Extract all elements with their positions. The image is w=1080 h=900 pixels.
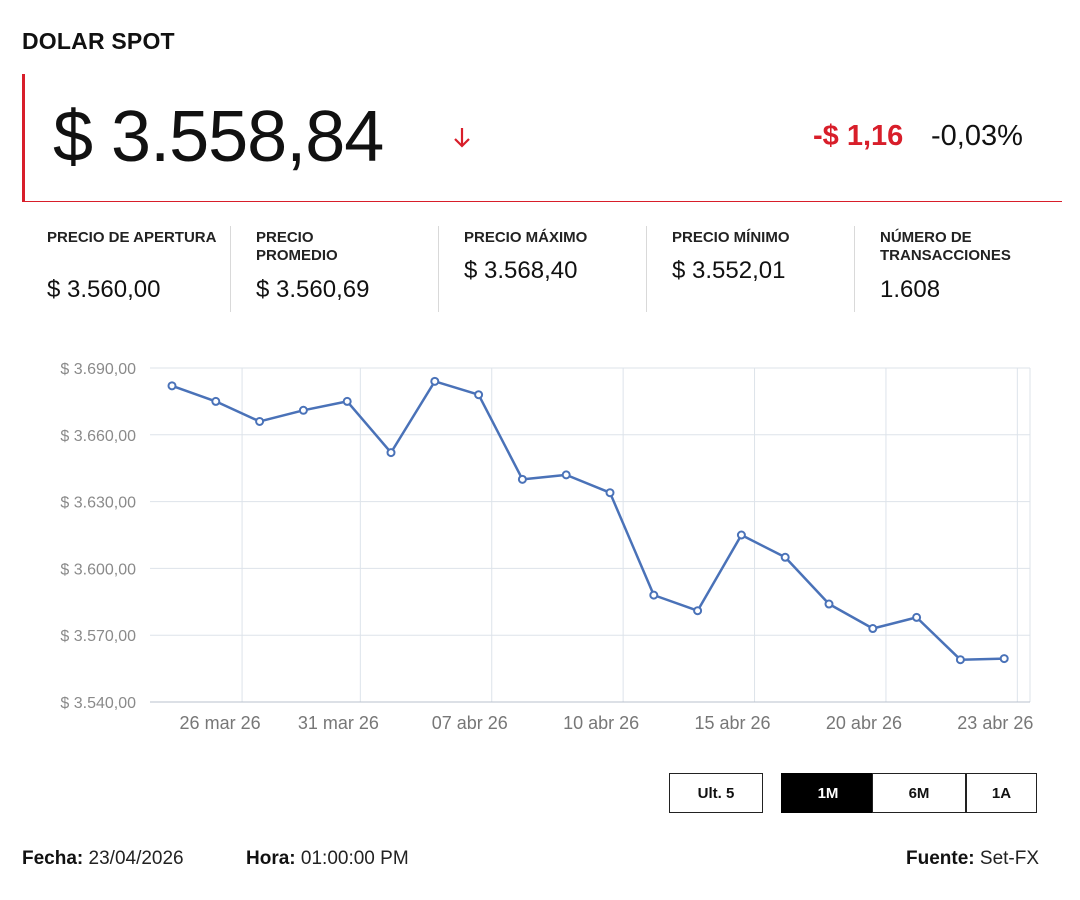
stat-label: PRECIO DE APERTURA (47, 229, 217, 246)
price-change-absolute: -$ 1,16 (813, 120, 904, 152)
stats-row: PRECIO DE APERTURA $ 3.560,00 PRECIO PRO… (22, 226, 1062, 312)
range-button-1a[interactable]: 1A (966, 773, 1037, 813)
y-tick-label: $ 3.570,00 (60, 628, 136, 645)
footer-time: Hora: 01:00:00 PM (246, 848, 409, 870)
stat-value: 1.608 (880, 276, 941, 303)
price-line-chart: $ 3.690,00 $ 3.660,00 $ 3.630,00 $ 3.600,00… (60, 361, 1033, 733)
footer-source: Fuente: Set-FX (906, 848, 1039, 870)
price-panel: $ 3.558,84 -$ 1,16 -0,03% (22, 74, 1062, 202)
stat-value: $ 3.552,01 (672, 257, 786, 284)
range-button-ult5[interactable]: Ult. 5 (669, 773, 763, 813)
stat-value: $ 3.568,40 (464, 257, 578, 284)
y-tick-label: $ 3.630,00 (60, 495, 136, 512)
x-tick-label: 23 abr 26 (957, 713, 1033, 733)
data-point (955, 655, 965, 665)
footer-date: Fecha: 23/04/2026 (22, 848, 184, 870)
y-tick-label: $ 3.540,00 (60, 695, 136, 712)
x-tick-label: 07 abr 26 (432, 713, 508, 733)
x-tick-label: 15 abr 26 (695, 713, 771, 733)
y-tick-label: $ 3.660,00 (60, 428, 136, 445)
data-point (167, 381, 177, 391)
data-point (517, 474, 527, 484)
footer-source-label: Fuente: (906, 848, 975, 869)
stat-value: $ 3.560,69 (256, 276, 370, 303)
data-point (561, 470, 571, 480)
price-change-percent: -0,03% (931, 120, 1023, 152)
data-point (780, 552, 790, 562)
page-title: DOLAR SPOT (22, 28, 175, 54)
x-tick-label: 10 abr 26 (563, 713, 639, 733)
x-tick-label: 31 mar 26 (298, 713, 379, 733)
data-point (649, 590, 659, 600)
stat-min-price: PRECIO MÍNIMO $ 3.552,01 (646, 226, 854, 312)
stat-label: NÚMERO DE TRANSACCIONES (880, 229, 1011, 264)
stat-max-price: PRECIO MÁXIMO $ 3.568,40 (438, 226, 646, 312)
current-price: $ 3.558,84 (53, 97, 384, 177)
stat-transactions: NÚMERO DE TRANSACCIONES 1.608 (854, 226, 1062, 312)
data-point (824, 599, 834, 609)
stat-label: PRECIO MÁXIMO (464, 229, 588, 246)
data-point (999, 654, 1009, 664)
data-point (255, 416, 265, 426)
footer-date-value: 23/04/2026 (88, 848, 184, 869)
data-point (298, 405, 308, 415)
footer-date-label: Fecha: (22, 848, 84, 869)
data-point (736, 530, 746, 540)
footer-time-value: 01:00:00 PM (300, 848, 409, 869)
series-line (171, 380, 1005, 661)
y-tick-label: $ 3.600,00 (60, 561, 136, 578)
y-tick-label: $ 3.690,00 (60, 361, 136, 378)
stat-label: PRECIO MÍNIMO (672, 229, 790, 246)
data-point (693, 606, 703, 616)
data-point (342, 396, 352, 406)
footer-source-value: Set-FX (979, 848, 1040, 869)
data-point (605, 488, 615, 498)
data-point (868, 624, 878, 634)
range-button-1m[interactable]: 1M (781, 773, 875, 813)
data-point (386, 448, 396, 458)
data-point (430, 376, 440, 386)
stat-value: $ 3.560,00 (47, 276, 161, 303)
stat-opening-price: PRECIO DE APERTURA $ 3.560,00 (22, 226, 230, 312)
x-tick-label: 20 abr 26 (826, 713, 902, 733)
data-point (211, 396, 221, 406)
data-point (912, 612, 922, 622)
arrow-down-icon (454, 128, 470, 148)
data-point (474, 390, 484, 400)
range-button-6m[interactable]: 6M (872, 773, 966, 813)
x-tick-label: 26 mar 26 (180, 713, 261, 733)
footer-time-label: Hora: (246, 848, 296, 869)
stat-average-price: PRECIO PROMEDIO $ 3.560,69 (230, 226, 438, 312)
stat-label: PRECIO PROMEDIO (256, 229, 338, 264)
